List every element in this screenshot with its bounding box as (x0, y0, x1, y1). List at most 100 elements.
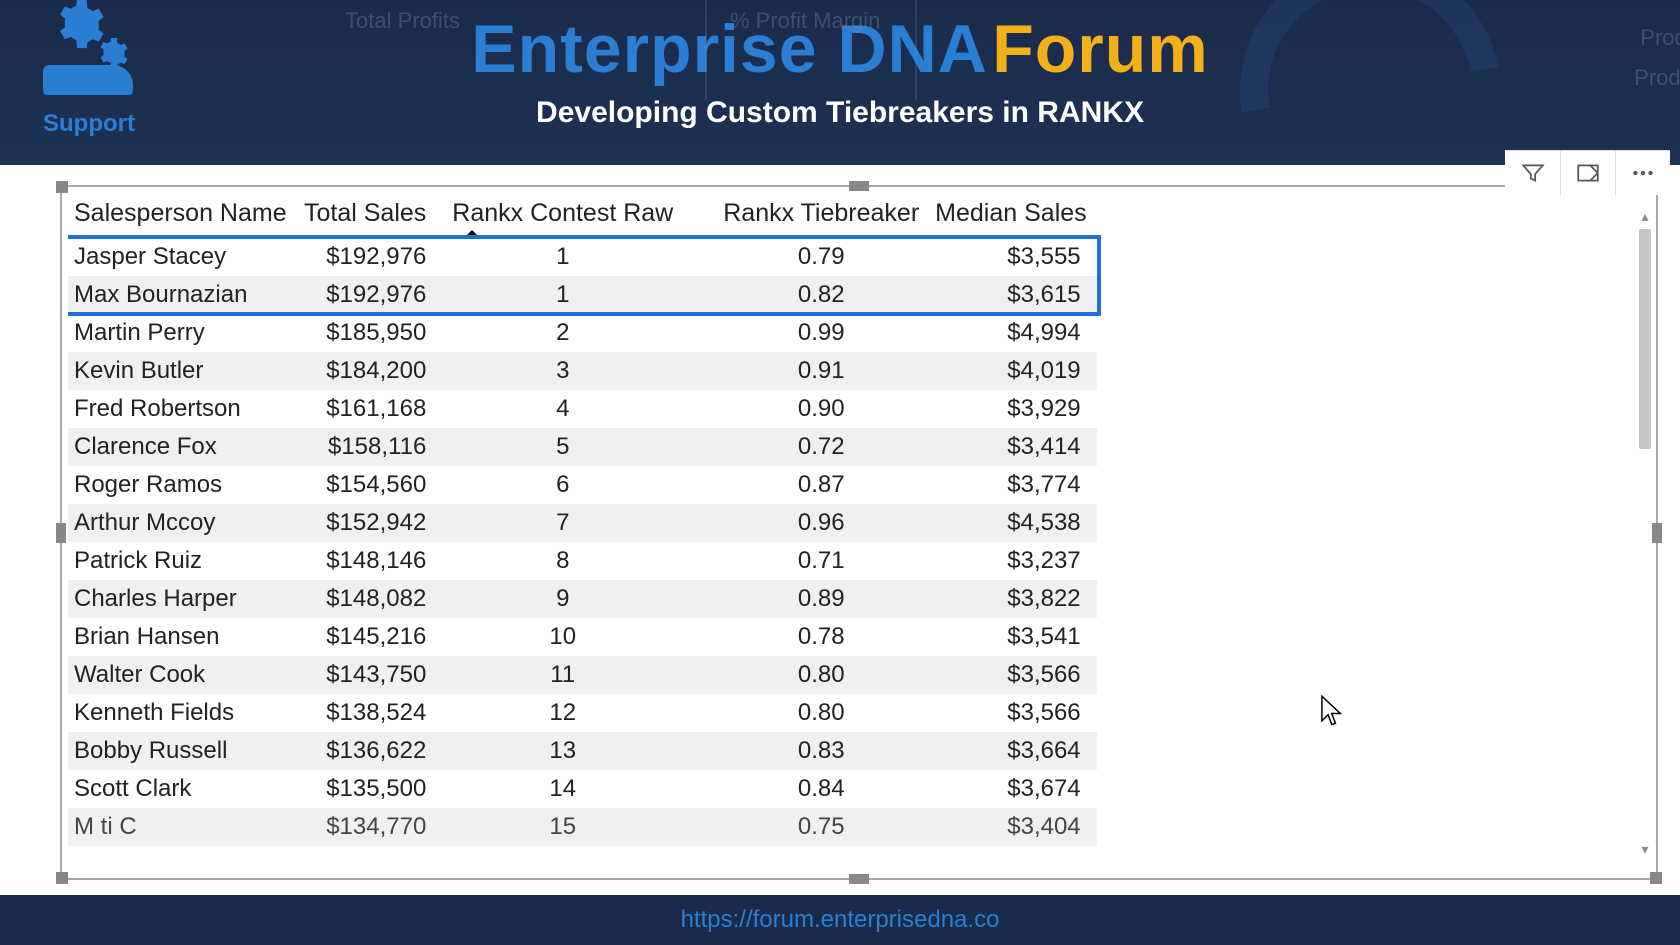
cell-raw: 12 (446, 694, 683, 732)
cell-median: $4,019 (929, 352, 1096, 390)
cell-sales: $192,976 (298, 237, 446, 276)
cell-name: Arthur Mccoy (68, 504, 298, 542)
cell-tie: 0.89 (683, 580, 929, 618)
column-header-sales[interactable]: Total Sales (298, 191, 446, 237)
cell-median: $3,774 (929, 466, 1096, 504)
table-visual[interactable]: ▴ ▾ Salesperson NameTotal SalesRankx Con… (60, 185, 1658, 880)
table-row[interactable]: Scott Clark$135,500140.84$3,674 (68, 770, 1097, 808)
vertical-scrollbar[interactable]: ▴ ▾ (1636, 207, 1654, 858)
support-logo: Support (18, 0, 148, 130)
data-table: Salesperson NameTotal SalesRankx Contest… (68, 191, 1097, 846)
cell-raw: 10 (446, 618, 683, 656)
cell-name: Charles Harper (68, 580, 298, 618)
more-options-icon (1630, 160, 1656, 186)
resize-handle[interactable] (1650, 872, 1662, 884)
cell-raw: 7 (446, 504, 683, 542)
cell-name: Bobby Russell (68, 732, 298, 770)
cell-sales: $148,082 (298, 580, 446, 618)
cell-median: $3,404 (929, 808, 1096, 846)
report-canvas[interactable]: ▴ ▾ Salesperson NameTotal SalesRankx Con… (0, 165, 1680, 895)
cell-sales: $184,200 (298, 352, 446, 390)
table-row[interactable]: Patrick Ruiz$148,14680.71$3,237 (68, 542, 1097, 580)
cell-median: $3,822 (929, 580, 1096, 618)
bg-divider (915, 0, 917, 100)
cell-name: Kevin Butler (68, 352, 298, 390)
cell-median: $4,994 (929, 314, 1096, 352)
cell-raw: 9 (446, 580, 683, 618)
cell-raw: 13 (446, 732, 683, 770)
cell-name: Clarence Fox (68, 428, 298, 466)
cell-median: $3,237 (929, 542, 1096, 580)
footer-link[interactable]: https://forum.enterprisedna.co (681, 906, 1000, 933)
cell-tie: 0.78 (683, 618, 929, 656)
cell-tie: 0.90 (683, 390, 929, 428)
cell-raw: 8 (446, 542, 683, 580)
cell-sales: $136,622 (298, 732, 446, 770)
cell-tie: 0.84 (683, 770, 929, 808)
column-header-name[interactable]: Salesperson Name (68, 191, 298, 237)
cell-name: Martin Perry (68, 314, 298, 352)
resize-handle[interactable] (56, 181, 68, 193)
cell-raw: 11 (446, 656, 683, 694)
table-scroll-region[interactable]: Salesperson NameTotal SalesRankx Contest… (68, 191, 1634, 874)
table-header-row: Salesperson NameTotal SalesRankx Contest… (68, 191, 1097, 237)
resize-handle[interactable] (56, 523, 66, 543)
bg-label-product2: Product (1634, 65, 1680, 91)
cell-median: $3,541 (929, 618, 1096, 656)
cell-raw: 2 (446, 314, 683, 352)
cell-tie: 0.71 (683, 542, 929, 580)
table-row[interactable]: Bobby Russell$136,622130.83$3,664 (68, 732, 1097, 770)
cell-name: Fred Robertson (68, 390, 298, 428)
column-header-raw[interactable]: Rankx Contest Raw (446, 191, 683, 237)
table-row[interactable]: Arthur Mccoy$152,94270.96$4,538 (68, 504, 1097, 542)
scroll-up-icon[interactable]: ▴ (1636, 207, 1654, 225)
column-header-median[interactable]: Median Sales (929, 191, 1096, 237)
cell-tie: 0.87 (683, 466, 929, 504)
table-row[interactable]: Martin Perry$185,95020.99$4,994 (68, 314, 1097, 352)
focus-mode-button[interactable] (1560, 150, 1615, 195)
cell-sales: $154,560 (298, 466, 446, 504)
cell-tie: 0.96 (683, 504, 929, 542)
table-row[interactable]: Kevin Butler$184,20030.91$4,019 (68, 352, 1097, 390)
report-footer: https://forum.enterprisedna.co (0, 895, 1680, 945)
table-row[interactable]: Jasper Stacey$192,97610.79$3,555 (68, 237, 1097, 276)
table-row[interactable]: Clarence Fox$158,11650.72$3,414 (68, 428, 1097, 466)
table-row[interactable]: M ti C$134,770150.75$3,404 (68, 808, 1097, 846)
cell-sales: $148,146 (298, 542, 446, 580)
column-header-tie[interactable]: Rankx Tiebreaker (683, 191, 929, 237)
scroll-down-icon[interactable]: ▾ (1636, 840, 1654, 858)
cell-median: $3,664 (929, 732, 1096, 770)
table-row[interactable]: Fred Robertson$161,16840.90$3,929 (68, 390, 1097, 428)
cell-tie: 0.72 (683, 428, 929, 466)
cell-name: Max Bournazian (68, 276, 298, 314)
resize-handle[interactable] (849, 181, 869, 191)
resize-handle[interactable] (56, 872, 68, 884)
cell-sales: $152,942 (298, 504, 446, 542)
scroll-thumb[interactable] (1639, 229, 1651, 449)
cell-sales: $138,524 (298, 694, 446, 732)
cell-raw: 15 (446, 808, 683, 846)
cell-name: Jasper Stacey (68, 237, 298, 276)
table-row[interactable]: Roger Ramos$154,56060.87$3,774 (68, 466, 1097, 504)
cell-median: $3,674 (929, 770, 1096, 808)
table-row[interactable]: Charles Harper$148,08290.89$3,822 (68, 580, 1097, 618)
cell-tie: 0.99 (683, 314, 929, 352)
cell-name: Scott Clark (68, 770, 298, 808)
resize-handle[interactable] (849, 874, 869, 884)
cell-tie: 0.80 (683, 656, 929, 694)
cell-sales: $192,976 (298, 276, 446, 314)
table-row[interactable]: Walter Cook$143,750110.80$3,566 (68, 656, 1097, 694)
cell-name: Roger Ramos (68, 466, 298, 504)
cell-sales: $134,770 (298, 808, 446, 846)
cell-sales: $145,216 (298, 618, 446, 656)
table-row[interactable]: Kenneth Fields$138,524120.80$3,566 (68, 694, 1097, 732)
report-header: Total Profits % Profit Margin Produc Pro… (0, 0, 1680, 165)
cell-tie: 0.80 (683, 694, 929, 732)
cell-tie: 0.82 (683, 276, 929, 314)
more-options-button[interactable] (1615, 150, 1670, 195)
table-row[interactable]: Brian Hansen$145,216100.78$3,541 (68, 618, 1097, 656)
cell-raw: 14 (446, 770, 683, 808)
cell-sales: $143,750 (298, 656, 446, 694)
table-row[interactable]: Max Bournazian$192,97610.82$3,615 (68, 276, 1097, 314)
filter-button[interactable] (1505, 150, 1560, 195)
